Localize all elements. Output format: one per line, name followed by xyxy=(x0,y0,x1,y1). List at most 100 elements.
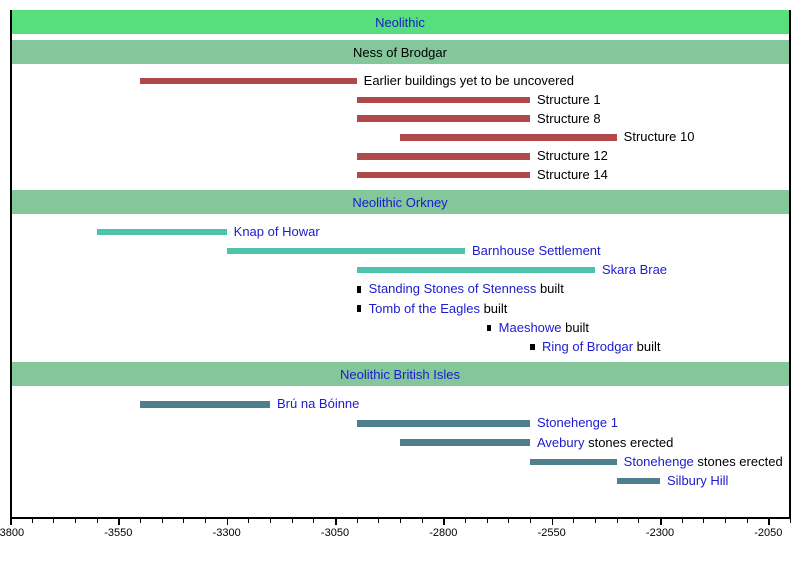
link-avebury[interactable]: Avebury xyxy=(537,434,585,450)
plot-border-right xyxy=(789,10,791,518)
label-structure-8: Structure 8 xyxy=(537,110,601,126)
link-barnhouse-settlement[interactable]: Barnhouse Settlement xyxy=(472,242,601,258)
axis-minor-tick xyxy=(746,518,748,523)
bar-structure-14 xyxy=(356,171,530,179)
section-title-neolithic[interactable]: Neolithic xyxy=(375,14,425,30)
axis-minor-tick xyxy=(75,518,76,523)
axis-major-tick xyxy=(335,518,337,525)
marker-maeshowe-built xyxy=(486,324,492,331)
axis-minor-tick xyxy=(508,518,510,523)
axis-minor-tick xyxy=(400,518,401,523)
axis-minor-tick xyxy=(703,518,705,523)
axis-minor-tick xyxy=(140,518,141,523)
axis-tick-label: -2800 xyxy=(429,527,458,539)
text-stones-erected: stones erected xyxy=(584,434,674,450)
label-knap-of-howar: Knap of Howar xyxy=(233,223,320,239)
axis-minor-tick xyxy=(616,518,618,523)
axis-minor-tick xyxy=(205,518,206,523)
label-barnhouse-settlement: Barnhouse Settlement xyxy=(472,242,601,258)
label-structure-1: Structure 1 xyxy=(537,91,601,107)
label-ring-of-brodgar-built: Ring of Brodgar built xyxy=(542,338,661,354)
label-structure-12: Structure 12 xyxy=(537,149,608,163)
axis-minor-tick xyxy=(465,518,466,523)
link-knap-of-howar[interactable]: Knap of Howar xyxy=(233,223,320,239)
section-header-ness-of-brodgar: Ness of Brodgar xyxy=(11,40,789,64)
marker-tomb-of-the-eagles-built xyxy=(356,305,362,312)
link-stonehenge[interactable]: Stonehenge xyxy=(623,453,694,469)
bar-stonehenge-stones-erected xyxy=(530,458,617,466)
marker-standing-stones-of-stenness-built xyxy=(356,286,362,293)
text-structure-10: Structure 10 xyxy=(623,129,695,145)
text-structure-1: Structure 1 xyxy=(537,91,601,107)
link-stonehenge-1[interactable]: Stonehenge 1 xyxy=(537,415,618,431)
text-structure-8: Structure 8 xyxy=(537,110,601,126)
label-tomb-of-the-eagles-built: Tomb of the Eagles built xyxy=(368,300,508,316)
text-structure-14: Structure 14 xyxy=(537,167,608,183)
label-skara-brae: Skara Brae xyxy=(602,263,667,277)
section-header-neolithic-orkney: Neolithic Orkney xyxy=(11,190,789,214)
axis-major-tick xyxy=(768,518,770,525)
label-maeshowe-built: Maeshowe built xyxy=(498,319,589,335)
axis-tick-label: -3550 xyxy=(104,527,133,539)
section-title-neolithic-orkney[interactable]: Neolithic Orkney xyxy=(352,194,448,210)
axis-minor-tick xyxy=(356,518,358,523)
text-built: built xyxy=(479,300,508,316)
text-earlier-buildings-yet-to-be-uncovered: Earlier buildings yet to be uncovered xyxy=(363,73,574,89)
plot-border-left xyxy=(10,10,12,518)
section-title-neolithic-british-isles[interactable]: Neolithic British Isles xyxy=(340,366,460,382)
axis-tick-label: -2550 xyxy=(537,527,566,539)
marker-ring-of-brodgar-built xyxy=(530,343,535,351)
label-bru-na-boinne: Brú na Bóinne xyxy=(277,397,359,411)
link-tomb-of-the-eagles[interactable]: Tomb of the Eagles xyxy=(368,300,480,316)
bar-structure-10 xyxy=(400,134,617,141)
axis-tick-label: -2050 xyxy=(754,527,783,539)
bar-earlier-buildings-yet-to-be-uncovered xyxy=(140,77,357,85)
link-maeshowe[interactable]: Maeshowe xyxy=(498,319,562,335)
axis-minor-tick xyxy=(53,518,55,523)
axis-minor-tick xyxy=(573,518,575,523)
bar-avebury-stones-erected xyxy=(400,439,530,446)
axis-minor-tick xyxy=(681,518,683,523)
label-stonehenge-1: Stonehenge 1 xyxy=(537,416,618,430)
axis-minor-tick xyxy=(96,518,98,523)
label-silbury-hill: Silbury Hill xyxy=(667,474,728,488)
bar-stonehenge-1 xyxy=(356,420,530,427)
bar-structure-1 xyxy=(356,96,530,104)
bar-structure-8 xyxy=(356,115,530,122)
text-built: built xyxy=(536,281,564,297)
text-built: built xyxy=(561,319,589,335)
bar-bru-na-boinne xyxy=(140,401,270,408)
axis-minor-tick xyxy=(270,518,271,523)
axis-major-tick xyxy=(226,518,229,525)
link-bru-na-boinne[interactable]: Brú na Bóinne xyxy=(277,396,360,412)
axis-minor-tick xyxy=(248,518,250,523)
axis-minor-tick xyxy=(291,518,293,523)
axis-minor-tick xyxy=(486,518,488,523)
link-ring-of-brodgar[interactable]: Ring of Brodgar xyxy=(542,338,634,354)
axis-tick-label: -3050 xyxy=(320,527,350,539)
axis-minor-tick xyxy=(725,518,726,523)
axis-major-tick xyxy=(551,518,554,525)
axis-tick-label: -3800 xyxy=(0,527,25,539)
axis-minor-tick xyxy=(638,518,640,523)
axis-major-tick xyxy=(10,518,12,525)
link-silbury-hill[interactable]: Silbury Hill xyxy=(667,473,729,489)
axis-major-tick xyxy=(443,518,445,525)
axis-minor-tick xyxy=(530,518,531,523)
axis-minor-tick xyxy=(161,518,163,523)
label-structure-10: Structure 10 xyxy=(624,130,695,144)
text-built: built xyxy=(633,338,661,354)
axis-minor-tick xyxy=(183,518,185,523)
link-standing-stones-of-stenness[interactable]: Standing Stones of Stenness xyxy=(368,281,537,297)
axis-minor-tick xyxy=(31,518,33,523)
label-earlier-buildings-yet-to-be-uncovered: Earlier buildings yet to be uncovered xyxy=(364,74,574,88)
label-standing-stones-of-stenness-built: Standing Stones of Stenness built xyxy=(369,282,564,296)
axis-minor-tick xyxy=(595,518,596,523)
label-stonehenge-stones-erected: Stonehenge stones erected xyxy=(623,453,783,469)
bar-structure-12 xyxy=(356,153,530,160)
bar-silbury-hill xyxy=(616,477,660,485)
section-header-neolithic-british-isles: Neolithic British Isles xyxy=(11,362,789,386)
axis-tick-label: -2300 xyxy=(645,527,675,539)
link-skara-brae[interactable]: Skara Brae xyxy=(602,262,668,278)
